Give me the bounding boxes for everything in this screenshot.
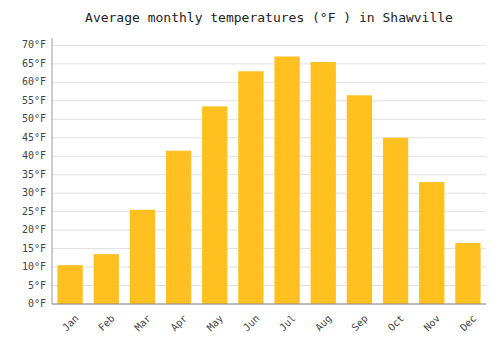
- grid-line: [52, 82, 486, 83]
- bar: [347, 95, 372, 304]
- grid-line: [52, 174, 486, 175]
- x-axis-line: [52, 304, 486, 305]
- x-tick-label: Nov: [422, 313, 443, 334]
- grid-line: [52, 304, 486, 305]
- bar: [311, 62, 336, 304]
- bar: [455, 243, 480, 304]
- y-tick-label: 50°F: [22, 113, 46, 124]
- y-tick-label: 70°F: [22, 39, 46, 50]
- y-axis-line: [52, 38, 53, 304]
- y-tick-label: 0°F: [28, 298, 46, 309]
- x-tick-label: Oct: [386, 313, 407, 334]
- grid-line: [52, 100, 486, 101]
- y-tick-label: 30°F: [22, 187, 46, 198]
- y-tick-label: 35°F: [22, 169, 46, 180]
- bar: [419, 182, 444, 304]
- y-tick-label: 55°F: [22, 95, 46, 106]
- bar: [274, 56, 299, 304]
- y-tick-label: 15°F: [22, 243, 46, 254]
- grid-line: [52, 63, 486, 64]
- grid-line: [52, 156, 486, 157]
- x-tick-label: Dec: [458, 313, 479, 334]
- x-tick-label: Apr: [169, 313, 190, 334]
- y-tick-label: 25°F: [22, 206, 46, 217]
- x-tick-label: Jan: [60, 313, 81, 334]
- x-tick-label: May: [205, 313, 226, 334]
- y-tick-label: 45°F: [22, 132, 46, 143]
- bar: [202, 106, 227, 304]
- grid-line: [52, 137, 486, 138]
- y-tick-label: 65°F: [22, 58, 46, 69]
- title: Average monthly temperatures (°F ) in Sh…: [85, 10, 453, 25]
- y-tick-label: 60°F: [22, 76, 46, 87]
- x-tick-label: Feb: [96, 313, 117, 334]
- x-tick-label: Mar: [132, 313, 153, 334]
- x-tick-label: Jun: [241, 313, 262, 334]
- bar: [383, 138, 408, 304]
- bar: [238, 71, 263, 304]
- grid-line: [52, 45, 486, 46]
- bar: [166, 151, 191, 304]
- y-tick-label: 40°F: [22, 150, 46, 161]
- y-tick-label: 20°F: [22, 224, 46, 235]
- x-tick-label: Aug: [313, 313, 334, 334]
- bar: [57, 265, 82, 304]
- x-tick-label: Jul: [277, 313, 298, 334]
- bars: [57, 56, 480, 304]
- grid-line: [52, 119, 486, 120]
- chart: Average monthly temperatures (°F ) in Sh…: [0, 0, 500, 350]
- grid: [52, 45, 486, 304]
- y-tick-label: 5°F: [28, 280, 46, 291]
- x-tick-label: Sep: [349, 313, 370, 334]
- bar: [130, 210, 155, 304]
- bar: [94, 254, 119, 304]
- y-tick-label: 10°F: [22, 261, 46, 272]
